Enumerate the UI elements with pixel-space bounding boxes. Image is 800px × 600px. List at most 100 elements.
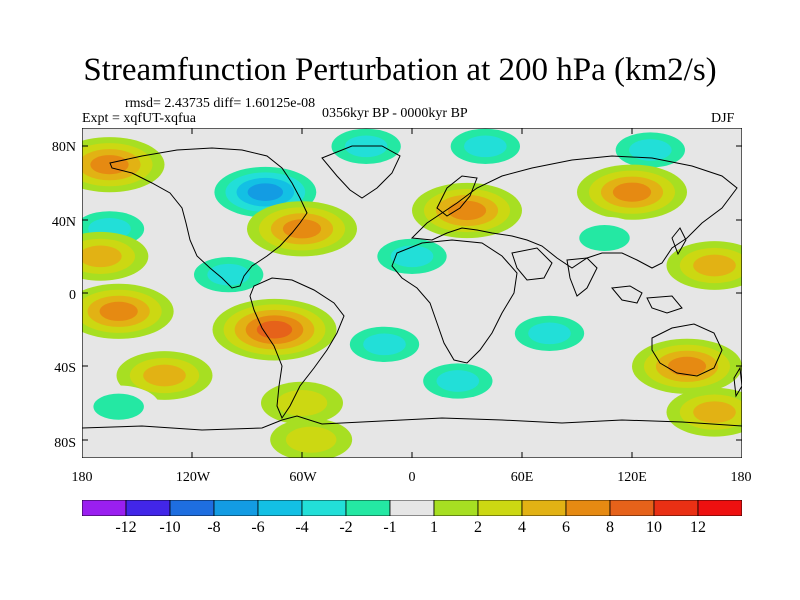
- coastline-north-america: [109, 147, 308, 289]
- colorbar-swatch: [521, 500, 567, 516]
- anomaly-cell: [82, 283, 174, 339]
- anomaly-cell: [409, 356, 506, 406]
- anomaly-cell: [82, 385, 160, 428]
- contour-band: [464, 135, 507, 158]
- colorbar-label: 10: [646, 519, 662, 536]
- lat-tick-label: 40N: [51, 215, 76, 230]
- anomaly-cell: [412, 182, 522, 239]
- contour-band: [436, 370, 480, 392]
- anomaly-cell: [180, 250, 277, 300]
- colorbar-label: -4: [295, 519, 309, 536]
- anomaly-cell: [577, 164, 687, 220]
- contour-band: [93, 393, 144, 420]
- anomaly-cell: [82, 231, 149, 281]
- anomaly-cell: [212, 298, 337, 361]
- contour-band: [528, 322, 571, 345]
- anomaly-cell: [116, 351, 213, 400]
- contour-band: [363, 333, 406, 356]
- colorbar-swatch: [82, 500, 127, 516]
- anomaly-cell: [632, 338, 742, 394]
- colorbar-swatch: [389, 500, 435, 516]
- lon-tick-label: 120W: [175, 470, 211, 485]
- contour-band: [276, 389, 328, 417]
- colorbar-swatch: [433, 500, 479, 516]
- anomaly-field: [82, 128, 742, 458]
- experiment-line: Expt = xqfUT-xqfua: [82, 111, 196, 126]
- anomaly-cell: [270, 418, 353, 458]
- contour-band: [247, 183, 284, 201]
- colorbar-swatch: [257, 500, 303, 516]
- colorbar-label: -8: [207, 519, 221, 536]
- coastline-india: [566, 257, 598, 297]
- colorbar-swatch: [609, 500, 655, 516]
- colorbar-label: 6: [562, 519, 570, 536]
- anomaly-cell: [501, 308, 598, 358]
- anomaly-cell: [666, 387, 742, 437]
- streamfunction-map: [82, 128, 742, 458]
- coastline-africa: [391, 239, 518, 364]
- coastline-australia: [651, 323, 723, 377]
- lat-tick-label: 80S: [54, 436, 76, 451]
- colorbar-label: -1: [383, 519, 397, 536]
- stats-line: rmsd= 2.43735 diff= 1.60125e-08: [125, 96, 316, 111]
- lon-tick-label: 180: [71, 470, 93, 485]
- contour-band: [390, 245, 434, 268]
- contour-band: [579, 224, 630, 252]
- colorbar-swatch: [169, 500, 215, 516]
- contour-band: [629, 139, 672, 161]
- colorbar-label: -2: [339, 519, 353, 536]
- colorbar-label: -10: [159, 519, 181, 536]
- colorbar-swatch: [301, 500, 347, 516]
- season-label: DJF: [711, 111, 735, 126]
- coastline-japan: [671, 227, 687, 256]
- contour-band: [207, 263, 250, 286]
- axis-ticks: [82, 128, 742, 458]
- colorbar-label: -6: [251, 519, 265, 536]
- colorbar-label: 1: [430, 519, 438, 536]
- colorbar-label: 12: [690, 519, 706, 536]
- colorbar-swatch: [653, 500, 699, 516]
- lon-tick-label: 60W: [289, 470, 317, 485]
- contour-band: [82, 245, 122, 268]
- coastline-south-america: [249, 277, 345, 420]
- contour-band: [667, 356, 707, 376]
- anomaly-cell: [247, 201, 357, 257]
- coastline-arabia: [511, 247, 553, 281]
- coastline-new-zealand: [733, 366, 742, 398]
- contour-band: [90, 155, 129, 175]
- coastline-greenland: [321, 145, 401, 199]
- anomaly-cell: [336, 319, 433, 369]
- colorbar: [82, 500, 742, 516]
- lon-tick-label: 120E: [617, 470, 647, 485]
- anomaly-cell: [261, 381, 343, 425]
- colorbar-label: 4: [518, 519, 526, 536]
- anomaly-cell: [437, 128, 534, 171]
- lon-tick-label: 0: [408, 470, 416, 485]
- period-line: 0356kyr BP - 0000kyr BP: [322, 106, 468, 121]
- anomaly-cell: [666, 241, 742, 290]
- anomaly-cell: [364, 231, 460, 281]
- anomaly-cell: [563, 216, 646, 260]
- lon-tick-label: 180: [730, 470, 752, 485]
- colorbar-swatch: [697, 500, 742, 516]
- colorbar-swatch: [565, 500, 611, 516]
- colorbar-label: 2: [474, 519, 482, 536]
- colorbar-label: -12: [115, 519, 137, 536]
- colorbar-swatch: [345, 500, 391, 516]
- contour-band: [612, 182, 652, 202]
- coastline-eurasia: [410, 155, 738, 269]
- coastline-scandinavia: [436, 175, 478, 217]
- chart-title: Streamfunction Perturbation at 200 hPa (…: [83, 52, 717, 88]
- lat-tick-label: 0: [69, 288, 76, 303]
- lon-tick-label: 60E: [510, 470, 534, 485]
- contour-band: [693, 401, 736, 424]
- contour-band: [99, 301, 138, 321]
- colorbar-swatch: [477, 500, 523, 516]
- coastline-se-asia: [611, 285, 683, 314]
- contour-band: [282, 219, 322, 239]
- colorbar-label: 8: [606, 519, 614, 536]
- coastline-antarctica: [82, 415, 742, 431]
- contour-band: [143, 364, 186, 387]
- contour-band: [447, 200, 487, 221]
- contour-band: [256, 320, 293, 339]
